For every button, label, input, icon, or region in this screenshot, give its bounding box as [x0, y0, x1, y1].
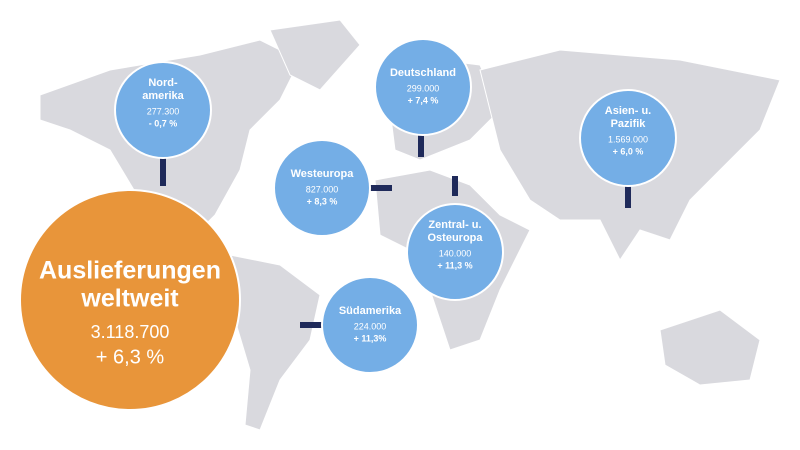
region-name: Pazifik: [611, 118, 647, 130]
region-deliveries: 140.000: [439, 248, 472, 258]
region-deliveries: 224.000: [354, 321, 387, 331]
total-circle: [19, 189, 241, 411]
region-bubble: Nord-amerika 277.300 - 0,7 %: [114, 61, 212, 159]
region-bubble: Zentral- u.Osteuropa 140.000 + 11,3 %: [406, 203, 504, 301]
connector: [300, 322, 322, 328]
region-name: Deutschland: [390, 67, 456, 79]
bubble: [579, 89, 677, 187]
connector: [370, 185, 392, 191]
connector: [418, 135, 424, 157]
region-change: - 0,7 %: [149, 118, 178, 128]
total-title: Auslieferungen: [39, 257, 221, 285]
bubble: [114, 61, 212, 159]
connectors: [160, 135, 631, 328]
region-name: Nord-: [148, 77, 178, 89]
region-name: Westeuropa: [291, 168, 355, 180]
region-deliveries: 277.300: [147, 106, 180, 116]
region-change: + 7,4 %: [408, 95, 439, 105]
region-change: + 6,0 %: [613, 146, 644, 156]
region-deliveries: 827.000: [306, 184, 339, 194]
region-bubbles: Nord-amerika 277.300 - 0,7 % Deutschland 299…: [114, 38, 677, 374]
total-deliveries: 3.118.700: [91, 322, 170, 342]
connector: [160, 158, 166, 186]
connector: [452, 176, 458, 196]
region-name: amerika: [142, 90, 184, 102]
region-bubble: Südamerika 224.000 + 11,3%: [321, 276, 419, 374]
region-change: + 8,3 %: [307, 196, 338, 206]
region-change: + 11,3%: [354, 333, 387, 343]
bubble: [321, 276, 419, 374]
region-name: Osteuropa: [427, 232, 483, 244]
greenland: [269, 19, 361, 91]
region-name: Südamerika: [339, 305, 402, 317]
region-bubble: Deutschland 299.000 + 7,4 %: [374, 38, 472, 136]
connector: [625, 185, 631, 208]
bubble: [374, 38, 472, 136]
region-name: Asien- u.: [605, 105, 651, 117]
bubble: [273, 139, 371, 237]
bubble: [406, 203, 504, 301]
total-title: weltweit: [80, 285, 179, 313]
region-deliveries: 1.569.000: [608, 134, 648, 144]
region-change: + 11,3 %: [437, 260, 472, 270]
total-bubble: Auslieferungen weltweit 3.118.700 + 6,3 …: [19, 189, 241, 411]
total-change: + 6,3 %: [96, 346, 165, 368]
region-name: Zentral- u.: [428, 219, 481, 231]
region-bubble: Asien- u.Pazifik 1.569.000 + 6,0 %: [579, 89, 677, 187]
region-bubble: Westeuropa 827.000 + 8,3 %: [273, 139, 371, 237]
region-deliveries: 299.000: [407, 83, 440, 93]
australia: [659, 309, 761, 386]
